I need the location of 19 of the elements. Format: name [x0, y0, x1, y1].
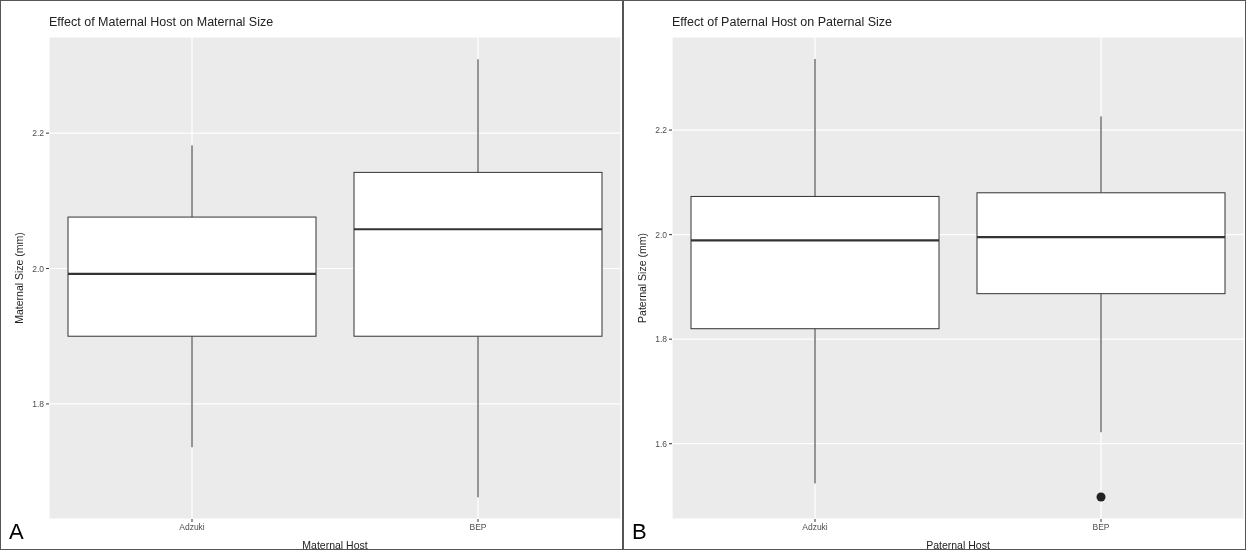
text: A: [9, 519, 24, 545]
text: B: [632, 519, 647, 545]
y-tick-label: 2.0: [32, 263, 45, 274]
y-tick-label: 2.0: [655, 229, 668, 240]
y-axis-title: Paternal Size (mm): [635, 233, 648, 323]
x-tick-label: BEP: [469, 522, 487, 533]
y-axis-title: Maternal Size (mm): [12, 232, 25, 324]
x-axis-title: Paternal Host: [926, 539, 990, 551]
y-tick-label: 2.2: [32, 128, 45, 139]
y-tick-label: 1.6: [655, 438, 668, 449]
chart-title: Effect of Paternal Host on Paternal Size: [672, 15, 893, 29]
chart-title: Effect of Maternal Host on Maternal Size: [49, 15, 274, 29]
x-tick-label: BEP: [1092, 522, 1110, 533]
x-tick-label: Adzuki: [802, 522, 828, 533]
y-tick-label: 1.8: [32, 398, 45, 409]
y-tick-label: 1.8: [655, 334, 668, 345]
x-axis-title: Maternal Host: [302, 539, 368, 551]
y-tick-label: 2.2: [655, 125, 668, 136]
x-tick-label: Adzuki: [179, 522, 205, 533]
